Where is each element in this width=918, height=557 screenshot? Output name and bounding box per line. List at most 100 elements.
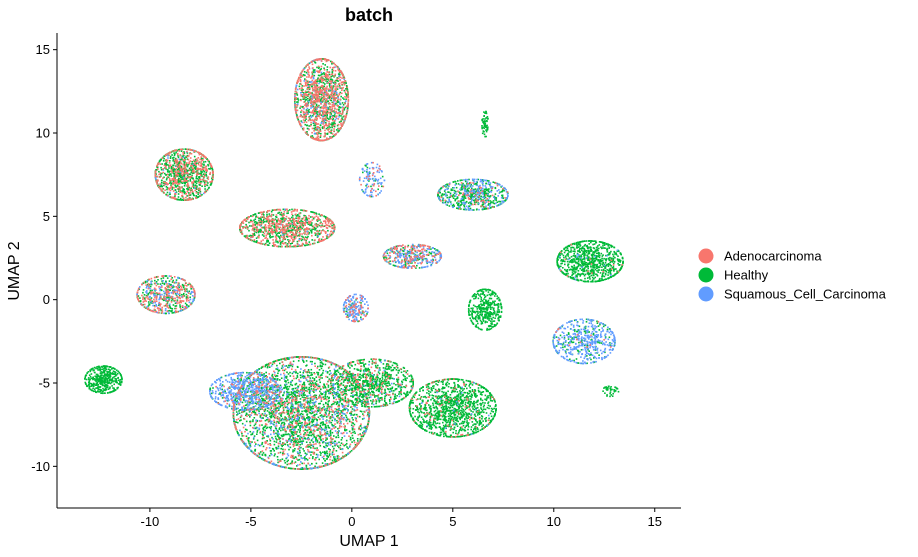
data-point [191,163,193,166]
data-point [336,101,339,103]
data-point [486,126,488,129]
data-point [474,318,477,321]
data-point [600,260,602,262]
data-point [467,310,470,312]
data-point [99,372,102,374]
data-point [263,226,266,228]
data-point [476,306,478,308]
data-point [359,394,362,396]
data-point [181,306,184,308]
data-point [183,190,186,193]
data-point [575,247,578,249]
data-point [171,186,174,189]
data-point [338,108,340,111]
data-point [586,362,588,365]
data-point [193,297,196,299]
data-point [168,304,171,306]
data-point [492,316,494,319]
data-point [111,378,113,381]
data-point [247,226,249,228]
data-point [336,79,338,82]
data-point [556,261,558,263]
data-point [336,401,339,403]
data-point [598,278,601,281]
data-point [474,195,476,198]
data-point [185,168,188,171]
data-point [462,182,464,185]
data-point [268,229,270,231]
data-point [96,387,98,389]
data-point [366,313,368,315]
data-point [190,166,192,168]
data-point [484,296,486,299]
data-point [588,258,590,260]
data-point [104,384,107,386]
data-point [494,197,496,199]
data-point [501,196,504,198]
data-point [306,131,308,133]
data-point [296,245,298,248]
data-point [590,248,592,251]
data-point [610,246,613,248]
data-point [486,289,489,291]
data-point [331,224,333,227]
data-point [181,158,183,161]
data-point [584,327,587,330]
data-point [142,282,144,285]
data-point [186,152,189,154]
data-point [326,66,329,68]
data-point [492,313,494,316]
data-point [599,264,601,267]
data-point [187,163,190,166]
data-point [580,261,583,263]
data-point [312,105,315,108]
data-point [143,294,146,296]
data-point [302,74,305,76]
data-point [309,114,312,117]
data-point [485,199,487,202]
data-point [101,380,104,383]
data-point [179,304,181,306]
data-point [578,350,580,353]
data-point [500,306,503,308]
data-point [115,379,117,382]
data-point [454,199,457,202]
data-point [254,213,257,215]
data-point [619,261,621,263]
data-point [262,213,264,215]
data-point [475,293,478,296]
data-point [306,459,309,461]
data-point [100,371,103,373]
data-point [592,243,594,246]
data-point [299,371,301,373]
data-point [590,241,592,244]
data-point [269,427,272,430]
data-point [182,160,185,162]
data-point [585,250,588,252]
data-point [589,272,591,275]
data-point [314,127,316,129]
data-point [116,373,119,375]
data-point [612,275,614,277]
data-point [297,228,300,230]
data-point [249,234,252,237]
data-point [479,317,481,320]
data-point [288,209,291,211]
data-point [103,389,105,391]
data-point [564,268,566,271]
data-point [95,384,98,386]
data-point [168,289,170,291]
data-point [317,77,319,80]
data-point [574,260,576,262]
data-point [171,286,174,289]
data-point [494,295,496,297]
data-point [331,72,334,74]
data-point [282,208,285,211]
data-point [279,451,282,454]
data-point [85,374,87,377]
data-point [258,230,261,232]
data-point [579,243,581,246]
data-point [486,120,488,123]
data-point [485,189,488,192]
data-point [315,462,318,465]
